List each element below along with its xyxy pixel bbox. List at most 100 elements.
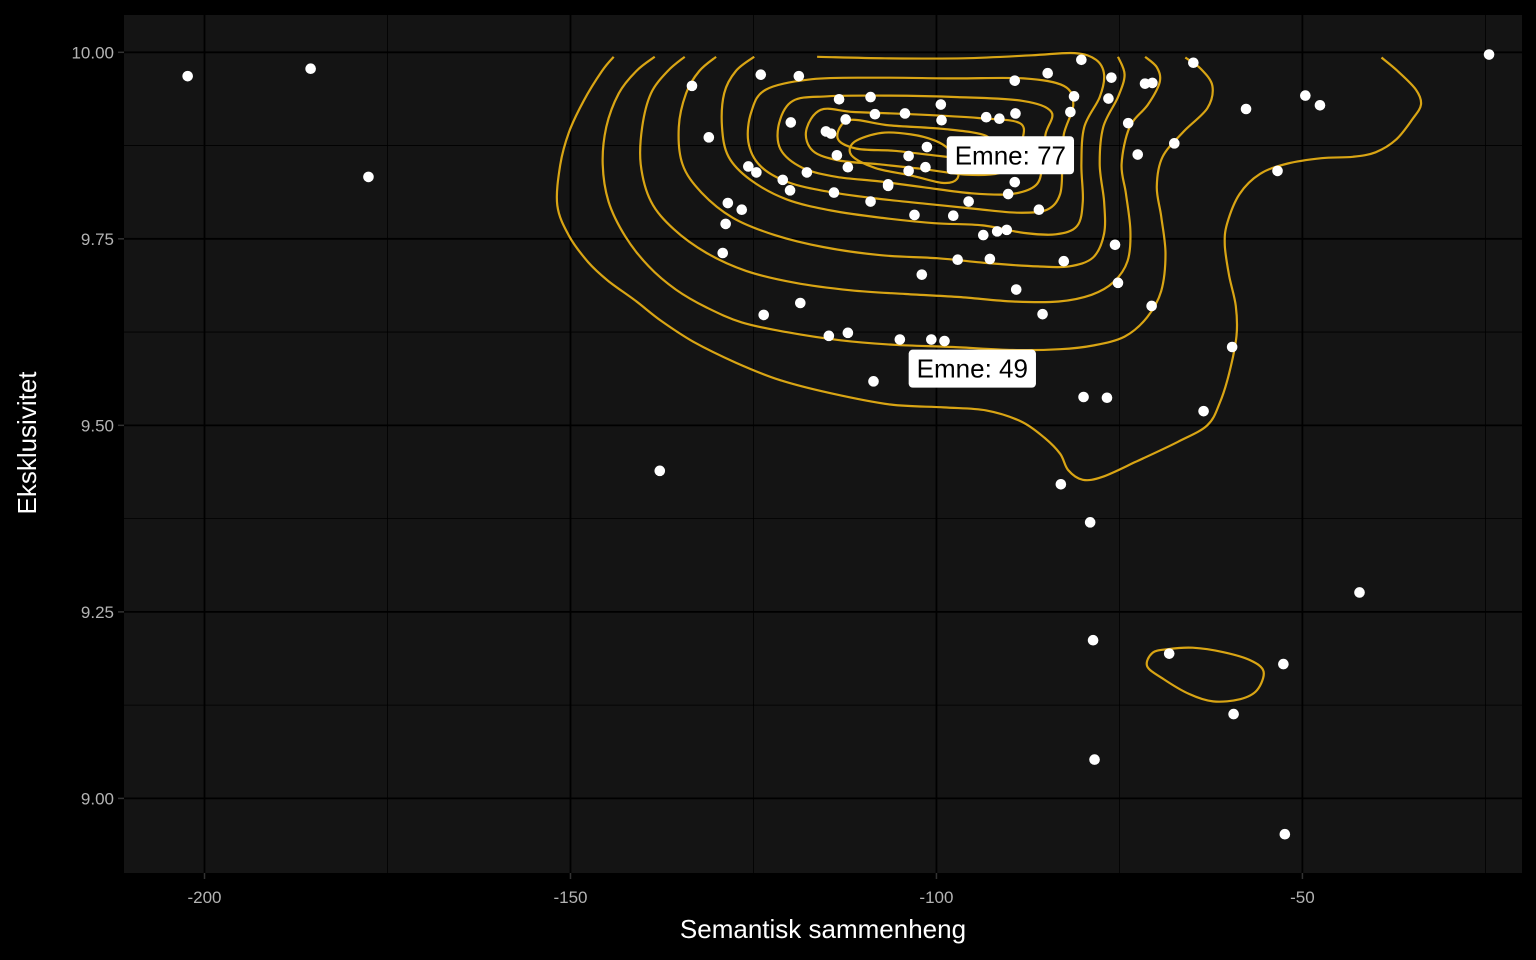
data-point	[842, 327, 854, 339]
y-tick-label: 9.00	[81, 789, 114, 808]
data-point	[720, 218, 731, 230]
data-point	[903, 165, 914, 177]
data-point	[935, 99, 947, 110]
data-point	[952, 254, 963, 266]
data-point	[1198, 405, 1209, 417]
data-point	[686, 80, 698, 92]
data-point	[758, 309, 770, 321]
y-axis: 9.00 9.25 9.50 9.75 10.00	[71, 43, 124, 808]
y-tick-label: 9.75	[81, 230, 114, 249]
data-point	[1001, 224, 1013, 236]
data-point	[868, 376, 879, 387]
data-point	[1228, 708, 1239, 720]
data-point	[777, 174, 789, 186]
data-point	[840, 114, 851, 125]
data-point	[1122, 117, 1134, 129]
data-point	[1037, 308, 1048, 320]
data-point	[1226, 341, 1238, 353]
data-point	[825, 128, 837, 139]
contour-line	[601, 55, 1214, 352]
data-point	[833, 94, 845, 105]
data-point	[1314, 99, 1326, 111]
y-tick-label: 9.25	[81, 603, 114, 622]
data-point	[926, 334, 937, 345]
x-tick-label: -100	[919, 888, 953, 907]
annotation-label: Emne: 49	[908, 349, 1036, 388]
data-point	[1002, 188, 1014, 200]
y-tick-label: 10.00	[71, 43, 114, 62]
data-point	[1109, 239, 1121, 251]
annotation-text: Emne: 77	[955, 140, 1066, 170]
contour-line	[555, 56, 1423, 482]
data-point	[916, 269, 928, 280]
contour-line	[720, 51, 1106, 236]
data-point	[842, 161, 854, 173]
data-point	[947, 210, 959, 221]
data-point	[1112, 277, 1124, 289]
data-point	[1089, 754, 1100, 765]
plot-panel	[124, 15, 1522, 873]
x-tick-label: -150	[553, 888, 587, 907]
data-point	[363, 171, 374, 183]
data-point	[882, 180, 894, 192]
data-point	[865, 196, 876, 207]
contour-line	[1145, 646, 1265, 703]
x-axis: -200 -150 -100 -50	[187, 873, 1315, 907]
data-point	[1483, 49, 1495, 60]
annotation-box	[946, 136, 1075, 175]
data-point	[755, 69, 767, 80]
data-point	[828, 187, 840, 198]
x-axis-title: Semantisk sammenheng	[680, 914, 966, 944]
contour-line	[639, 55, 1162, 304]
data-points	[182, 49, 1495, 840]
data-point	[801, 167, 813, 178]
data-point	[921, 141, 933, 153]
data-point	[1078, 391, 1089, 403]
data-point	[1065, 106, 1076, 118]
data-point	[1010, 284, 1022, 295]
minor-gridlines	[124, 15, 1522, 873]
data-point	[1076, 54, 1087, 66]
data-point	[894, 334, 906, 345]
density-contours	[555, 51, 1423, 703]
data-point	[903, 150, 914, 162]
data-point	[1009, 75, 1021, 86]
data-point	[736, 204, 748, 216]
annotation-label: Emne: 77	[946, 136, 1075, 175]
data-point	[865, 91, 876, 103]
data-point	[977, 229, 989, 241]
data-point	[1084, 517, 1096, 528]
data-point	[743, 161, 754, 172]
data-point	[899, 108, 911, 119]
data-point	[1068, 91, 1080, 102]
y-axis-title: Eksklusivitet	[12, 371, 42, 515]
data-point	[1101, 392, 1113, 404]
data-point	[305, 63, 316, 75]
data-point	[1163, 648, 1175, 659]
data-point	[936, 114, 947, 126]
x-tick-label: -50	[1290, 888, 1315, 907]
data-point	[963, 196, 974, 207]
data-point	[1147, 77, 1158, 89]
data-point	[785, 117, 797, 128]
data-point	[182, 70, 193, 82]
data-point	[984, 253, 996, 265]
data-point	[1146, 300, 1157, 312]
data-point	[1240, 103, 1252, 115]
data-point	[1055, 478, 1067, 490]
data-point	[1009, 176, 1021, 188]
data-point	[920, 161, 931, 173]
y-tick-label: 9.50	[81, 416, 114, 435]
data-point	[717, 247, 729, 259]
annotations: Emne: 77 Emne: 49	[908, 136, 1075, 388]
data-point	[1300, 90, 1311, 101]
data-point	[1279, 828, 1291, 840]
data-point	[795, 297, 806, 309]
data-point	[793, 70, 805, 82]
contour-line	[776, 94, 1054, 196]
data-point	[994, 113, 1005, 125]
data-point	[909, 209, 920, 221]
data-point	[991, 226, 1003, 237]
data-point	[1272, 165, 1283, 177]
